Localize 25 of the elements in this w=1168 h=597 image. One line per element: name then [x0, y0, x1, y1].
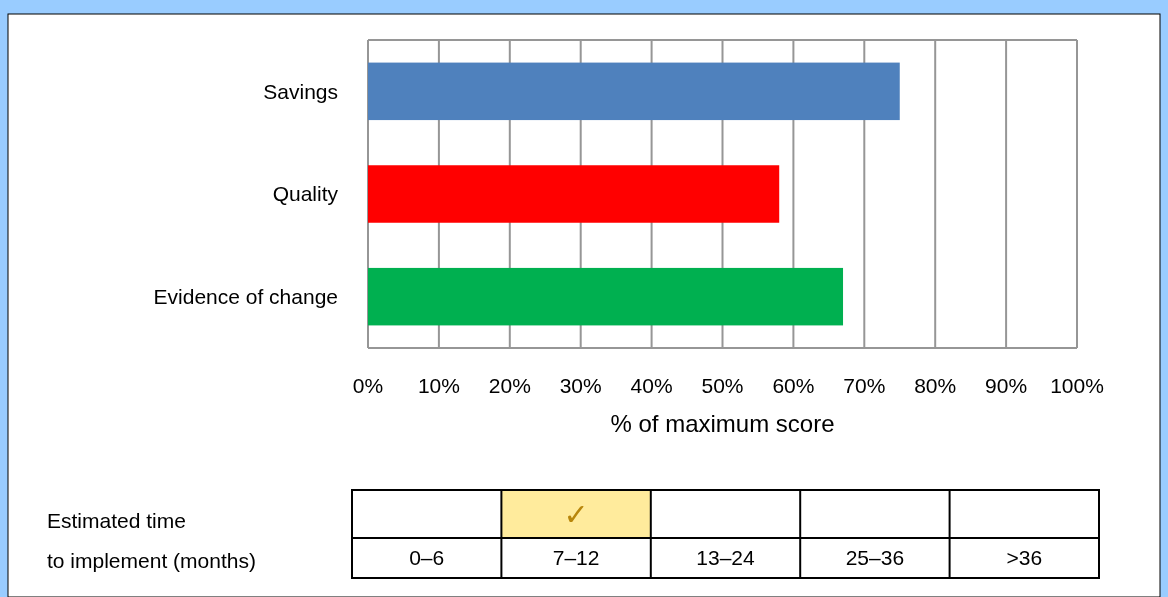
category-label: 7–12	[552, 546, 600, 570]
x-tick-label: 20%	[488, 374, 531, 397]
y-tick-label: Evidence of change	[153, 285, 338, 309]
x-tick-label: 30%	[559, 374, 602, 397]
x-tick-label: 60%	[772, 374, 815, 397]
x-tick-label: 100%	[1050, 374, 1104, 397]
x-tick-label: 40%	[630, 374, 673, 397]
text: ✓	[563, 497, 589, 531]
y-tick-label: Quality	[272, 182, 339, 206]
x-tick-label: 10%	[417, 374, 460, 397]
category-label: 25–36	[845, 546, 905, 570]
category-label: >36	[1006, 546, 1043, 570]
x-tick-label: 70%	[843, 374, 886, 397]
bar	[368, 62, 900, 121]
bar	[368, 165, 780, 223]
category-label: 0–6	[409, 546, 445, 570]
x-tick-label: 90%	[985, 374, 1028, 397]
y-tick-label: Savings	[263, 79, 338, 103]
text: Estimated time to implement (months)	[47, 509, 256, 572]
bar	[368, 267, 844, 326]
x-axis-title: % of maximum score	[610, 410, 835, 437]
x-tick-label: 80%	[914, 374, 957, 397]
x-tick-label: 0%	[352, 374, 384, 397]
x-tick-label: 50%	[701, 374, 744, 397]
category-label: 13–24	[696, 546, 756, 570]
